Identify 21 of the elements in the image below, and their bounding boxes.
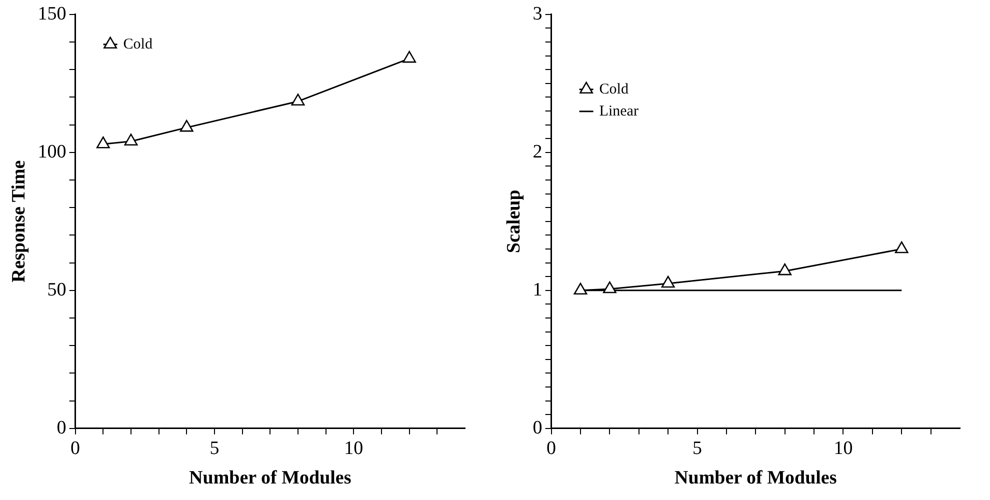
legend-label: Cold xyxy=(123,36,153,52)
x-tick-label: 10 xyxy=(344,438,364,459)
y-tick-label: 150 xyxy=(38,3,66,24)
x-tick-label: 0 xyxy=(546,438,556,459)
x-tick-label: 10 xyxy=(834,438,853,459)
y-tick-label: 2 xyxy=(532,141,542,162)
legend-label: Cold xyxy=(599,81,629,98)
y-tick-label: 0 xyxy=(56,417,66,438)
x-axis-title: Number of Modules xyxy=(674,468,837,489)
y-tick-label: 50 xyxy=(47,279,66,300)
y-tick-label: 1 xyxy=(532,279,542,300)
y-tick-label: 3 xyxy=(532,3,542,24)
y-tick-label: 0 xyxy=(532,417,542,438)
y-axis-title: Scaleup xyxy=(503,190,524,254)
y-tick-label: 100 xyxy=(38,141,66,162)
x-tick-label: 5 xyxy=(210,438,220,459)
x-tick-label: 0 xyxy=(70,438,80,459)
legend-label: Linear xyxy=(599,103,638,120)
y-axis-title: Response Time xyxy=(8,160,30,283)
x-axis-title: Number of Modules xyxy=(189,468,352,489)
x-tick-label: 5 xyxy=(692,438,702,459)
